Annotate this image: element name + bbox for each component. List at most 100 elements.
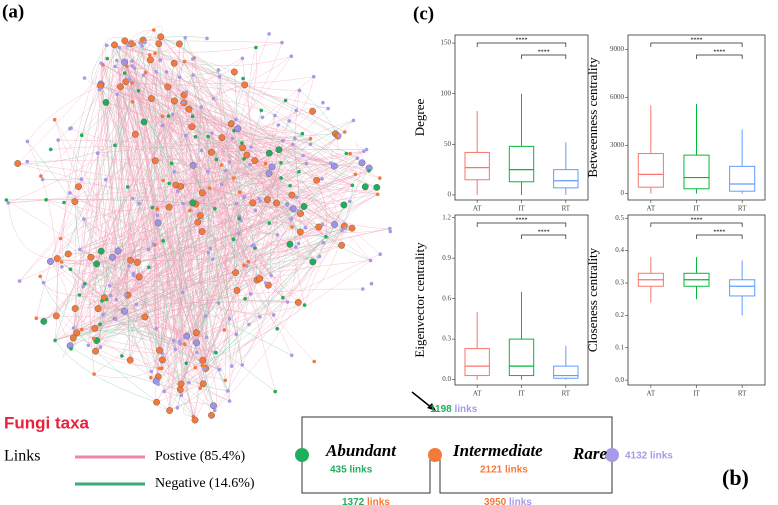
- network-edge: [90, 210, 190, 258]
- network-node: [313, 176, 321, 184]
- y-axis-label: Betweenness centrality: [585, 57, 600, 178]
- network-node: [308, 142, 313, 146]
- network-node: [97, 247, 105, 255]
- network-edge: [81, 94, 118, 330]
- network-node: [68, 267, 73, 272]
- network-node: [81, 285, 85, 289]
- network-node: [217, 74, 222, 79]
- network-edge: [69, 192, 153, 212]
- network-edge: [81, 257, 113, 284]
- network-node: [87, 253, 95, 261]
- connection-lines: [301, 416, 613, 494]
- network-node: [78, 247, 82, 252]
- network-node: [73, 329, 81, 337]
- network-node: [71, 305, 79, 312]
- network-node: [329, 161, 333, 165]
- network-node: [83, 282, 87, 286]
- network-edge: [114, 44, 377, 188]
- network-node: [361, 183, 369, 191]
- network-edge: [292, 144, 301, 232]
- network-node: [77, 293, 82, 297]
- network-node: [136, 89, 141, 93]
- network-node: [207, 148, 215, 156]
- network-node: [308, 136, 313, 141]
- count: 1198: [430, 404, 452, 415]
- network-edge: [116, 204, 344, 301]
- network-edge: [93, 265, 247, 375]
- network-node: [192, 329, 200, 337]
- network-node: [275, 233, 280, 237]
- network-edge: [125, 81, 284, 298]
- network-node: [98, 345, 103, 350]
- network-node: [293, 136, 297, 141]
- significance-label: ****: [691, 217, 703, 223]
- node-label: Abundant: [325, 441, 397, 460]
- network-edge: [55, 185, 353, 341]
- network-node: [162, 389, 166, 394]
- network-node: [170, 112, 175, 117]
- network-node: [122, 71, 127, 75]
- network-node: [294, 245, 298, 249]
- network-node: [263, 161, 268, 166]
- network-edge: [73, 114, 173, 328]
- network-node: [247, 322, 251, 327]
- network-node: [250, 243, 255, 248]
- network-node: [214, 350, 218, 355]
- network-edge: [246, 261, 313, 269]
- y-tick-label: 9000: [610, 45, 625, 53]
- network-edge: [17, 47, 120, 164]
- network-node: [289, 353, 294, 358]
- network-node: [198, 189, 206, 197]
- network-node: [193, 339, 200, 347]
- network-node: [98, 322, 102, 327]
- network-node: [227, 399, 232, 403]
- box: [508, 145, 535, 183]
- network-edge: [94, 256, 320, 329]
- network-node: [253, 246, 257, 250]
- network-node: [229, 364, 234, 368]
- network-edge: [105, 102, 234, 240]
- network-node: [102, 99, 110, 106]
- network-edge: [84, 138, 233, 285]
- network-node: [288, 191, 296, 199]
- network-node: [101, 312, 105, 317]
- network-node: [69, 334, 77, 342]
- network-node: [123, 293, 128, 297]
- network-edge: [43, 119, 237, 284]
- network-edge: [101, 37, 141, 65]
- network-node: [249, 199, 257, 207]
- network-node: [34, 316, 39, 321]
- network-node: [198, 386, 202, 391]
- y-tick-label: 0.3: [615, 279, 624, 287]
- network-edge: [218, 210, 299, 304]
- network-node: [194, 218, 202, 226]
- network-node: [275, 327, 280, 331]
- network-node: [348, 151, 352, 156]
- network-node: [241, 81, 249, 89]
- network-edge: [73, 210, 299, 339]
- network-node: [350, 183, 355, 188]
- network-edge: [153, 29, 240, 217]
- network-node: [183, 36, 187, 40]
- network-edge: [76, 227, 353, 334]
- network-edge: [109, 228, 390, 287]
- network-edge: [155, 162, 282, 382]
- network-edge: [96, 227, 353, 341]
- network-node: [206, 250, 210, 255]
- network-node: [351, 118, 356, 123]
- network-node: [154, 157, 158, 161]
- network-edge: [82, 166, 273, 288]
- network-node: [285, 300, 290, 304]
- network-node: [291, 142, 295, 147]
- network-edge: [141, 45, 202, 107]
- network-node: [173, 347, 178, 352]
- network-edge: [163, 244, 291, 392]
- network-node: [123, 308, 128, 313]
- network-edge: [98, 138, 311, 310]
- network-node: [97, 82, 105, 90]
- network-node: [273, 113, 277, 118]
- network-edge: [138, 276, 206, 369]
- network-edge: [95, 64, 107, 103]
- network-node: [217, 367, 222, 372]
- network-edge: [137, 210, 299, 263]
